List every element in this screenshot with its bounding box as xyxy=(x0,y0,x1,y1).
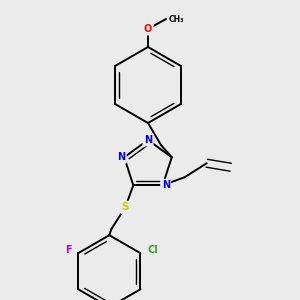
Text: F: F xyxy=(65,245,71,255)
Text: CH₃: CH₃ xyxy=(169,14,184,23)
Text: N: N xyxy=(144,135,152,145)
Text: N: N xyxy=(117,152,125,162)
Text: S: S xyxy=(122,202,129,212)
Text: N: N xyxy=(162,180,170,190)
Text: Cl: Cl xyxy=(147,245,158,255)
Text: O: O xyxy=(144,24,152,34)
